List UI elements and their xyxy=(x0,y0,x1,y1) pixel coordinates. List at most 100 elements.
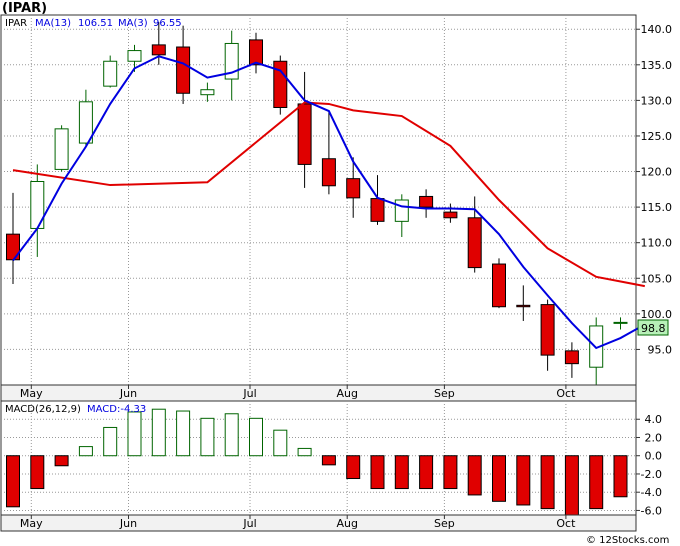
price-tick-label: 100.0 xyxy=(641,308,673,321)
candle xyxy=(78,89,93,147)
candle xyxy=(30,164,45,257)
macd-bar xyxy=(78,446,93,457)
price-tick-label: 125.0 xyxy=(641,130,673,143)
price-tick-label: 105.0 xyxy=(641,272,673,285)
month-label: Jun xyxy=(119,387,137,400)
month-label: Sep xyxy=(434,387,455,400)
candle xyxy=(443,203,458,223)
month-label: Oct xyxy=(556,387,576,400)
candle-body xyxy=(321,158,336,187)
last-price-label: 98.8 xyxy=(641,322,666,335)
candle-body xyxy=(249,39,263,66)
macd-bar xyxy=(564,455,579,516)
candle-body xyxy=(419,195,434,208)
legend-ma3-value: 96.55 xyxy=(153,18,182,29)
macd-bar xyxy=(321,455,336,466)
candle xyxy=(467,196,482,273)
price-tick-label: 135.0 xyxy=(641,59,673,72)
month-label: May xyxy=(20,517,43,530)
candle xyxy=(151,22,166,65)
macd-tick-label: 2.0 xyxy=(645,431,663,444)
candle xyxy=(419,189,434,218)
candle xyxy=(540,299,555,371)
macd-bar xyxy=(273,429,288,457)
legend-ticker: IPAR xyxy=(5,18,27,29)
candles xyxy=(6,22,628,385)
macd-bars xyxy=(6,408,628,516)
price-axis: 95.0 100.0 105.0 110.0 115.0 120.0 125.0 130.0 1… xyxy=(636,23,672,356)
month-labels-top: May Jun Jul Aug Sep Oct xyxy=(20,385,576,400)
macd-bar xyxy=(370,455,385,490)
candle xyxy=(516,285,531,321)
price-tick-label: 130.0 xyxy=(641,94,673,107)
macd-legend-value: MACD:-4.33 xyxy=(87,404,146,415)
moving-averages xyxy=(12,55,646,350)
candle-body xyxy=(540,304,555,356)
month-band-top xyxy=(0,384,637,402)
macd-axis: -6.0 -4.0 -2.0 0.0 2.0 4.0 xyxy=(636,413,662,517)
candle xyxy=(297,71,312,188)
macd-bar xyxy=(540,455,555,510)
candle-body xyxy=(613,321,628,324)
macd-bar xyxy=(419,455,434,490)
macd-tick-label: -6.0 xyxy=(641,504,662,517)
price-tick-label: 110.0 xyxy=(641,237,673,250)
macd-bar xyxy=(151,408,166,457)
macd-bar xyxy=(103,426,118,457)
candle-body xyxy=(394,199,409,222)
month-label: Oct xyxy=(556,517,576,530)
month-label: Aug xyxy=(336,517,357,530)
price-tick-label: 95.0 xyxy=(648,343,673,356)
chart-title: (IPAR) xyxy=(2,1,47,16)
candle xyxy=(273,55,288,115)
price-tick-label: 140.0 xyxy=(641,23,673,36)
macd-bar xyxy=(467,455,482,496)
candle xyxy=(321,111,336,195)
candle xyxy=(492,258,506,309)
macd-bar xyxy=(297,447,312,457)
last-price-box xyxy=(637,319,669,336)
macd-bar xyxy=(6,455,20,508)
candle-body xyxy=(127,50,142,62)
candle-body xyxy=(564,350,579,365)
legend-ma13-value: 106.51 xyxy=(78,18,113,29)
candle xyxy=(176,25,191,104)
macd-bar xyxy=(127,411,142,457)
candle-body xyxy=(516,304,531,308)
price-tick-label: 120.0 xyxy=(641,166,673,179)
footer-credit: © 12Stocks.com xyxy=(586,535,669,546)
candle-body xyxy=(346,178,361,199)
candle xyxy=(564,342,579,378)
macd-legend-label: MACD(26,12,9) xyxy=(5,404,81,415)
macd-bar xyxy=(516,455,531,506)
macd-bar xyxy=(613,455,628,498)
price-tick-label: 115.0 xyxy=(641,201,673,214)
candle xyxy=(224,30,239,101)
candle xyxy=(249,32,263,74)
candle xyxy=(200,82,215,102)
candle-body xyxy=(467,217,482,269)
candle-body xyxy=(103,60,118,87)
candle-body xyxy=(443,211,458,219)
macd-tick-label: 4.0 xyxy=(645,413,663,426)
candle-body xyxy=(176,46,191,94)
candle xyxy=(103,55,118,88)
macd-tick-label: 0.0 xyxy=(645,450,663,463)
candle xyxy=(346,157,361,218)
candle-body xyxy=(273,60,288,108)
macd-tick-label: -2.0 xyxy=(641,468,662,481)
macd-bar xyxy=(54,455,69,467)
month-label: Aug xyxy=(336,387,357,400)
candle-body xyxy=(151,44,166,56)
macd-bar xyxy=(249,417,263,457)
month-label: Jun xyxy=(119,517,137,530)
ma3-line xyxy=(12,55,646,350)
candle-body xyxy=(370,198,385,222)
macd-bar xyxy=(443,455,458,490)
macd-tick-label: -4.0 xyxy=(641,486,662,499)
candle xyxy=(613,317,628,330)
candle-body xyxy=(200,89,215,96)
month-labels-bottom: May Jun Jul Aug Sep Oct xyxy=(20,515,576,530)
candle-body xyxy=(492,263,506,308)
